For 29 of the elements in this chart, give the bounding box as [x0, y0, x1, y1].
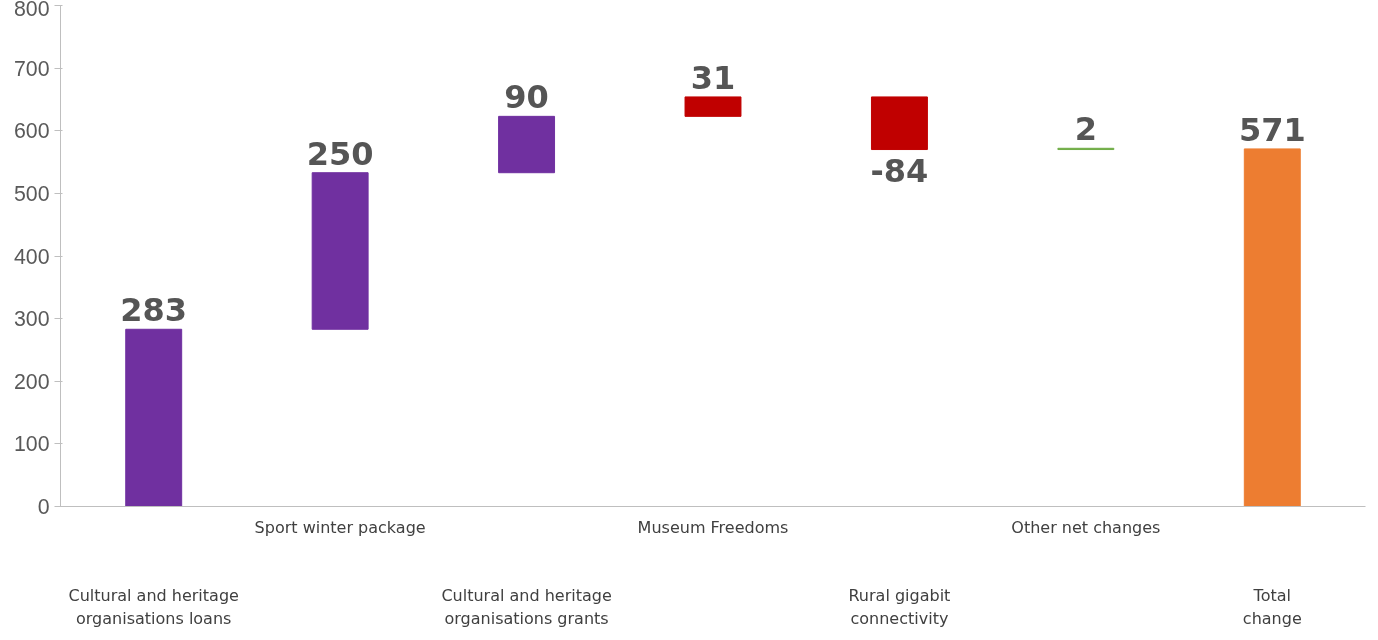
y-tick-label: 200: [13, 369, 50, 394]
bar: [498, 115, 556, 174]
bar: [870, 96, 928, 151]
x-tick-label: Other net changes: [1011, 517, 1161, 537]
data-label: 571: [1238, 110, 1306, 149]
x-tick-label: Sport winter package: [254, 517, 426, 537]
data-label: 90: [504, 78, 549, 117]
y-tick-label: 100: [13, 432, 50, 457]
x-tick-label: Rural gigabit connectivity: [848, 585, 951, 628]
data-label: 2: [1074, 110, 1097, 149]
bar: [1243, 148, 1301, 507]
x-tick-label: Cultural and heritage organisations grants: [441, 585, 612, 628]
y-tick-label: 0: [37, 495, 50, 519]
bar: [311, 172, 369, 330]
y-tick-label: 600: [13, 119, 50, 144]
y-tick-label: 800: [13, 0, 50, 21]
y-tick-label: 400: [13, 244, 50, 269]
y-tick-label: 700: [13, 56, 50, 81]
bar: [684, 96, 742, 117]
bar: [125, 328, 183, 507]
x-tick-label: Museum Freedoms: [637, 517, 789, 537]
y-tick-label: 500: [13, 181, 50, 206]
x-tick-label: Cultural and heritage organisations loans: [68, 585, 239, 628]
data-label: 250: [306, 134, 374, 173]
data-label: -84: [870, 151, 929, 190]
data-label: 283: [120, 291, 188, 330]
x-tick-label: Total change: [1242, 585, 1302, 628]
y-tick-label: 300: [13, 307, 50, 332]
data-label: 31: [690, 58, 736, 97]
